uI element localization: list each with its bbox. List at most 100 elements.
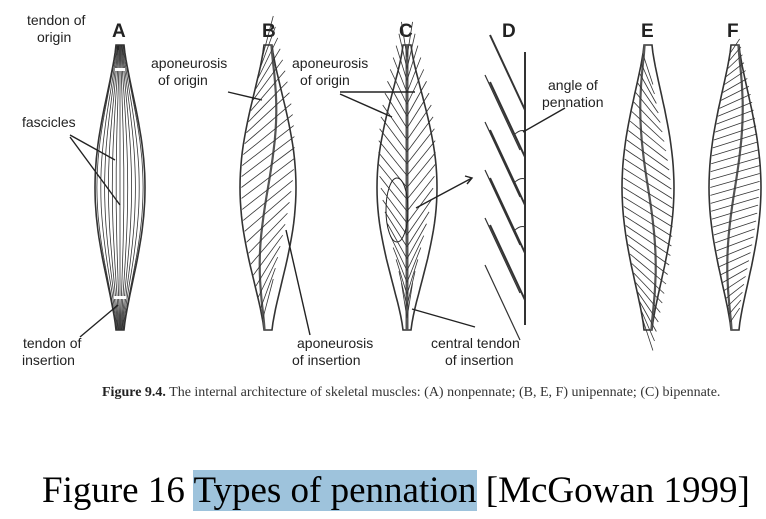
fascicle-line: [243, 180, 293, 221]
fascicle-line: [710, 165, 760, 180]
fascicle-line: [120, 44, 125, 331]
fascicle-line: [123, 44, 144, 331]
fascicle-line: [720, 86, 750, 101]
fascicle-line: [713, 125, 757, 141]
fascicle-line: [406, 176, 435, 212]
panel-label-e: E: [641, 21, 654, 42]
fascicle-line: [406, 33, 416, 69]
fascicle-line: [406, 69, 425, 105]
fascicle-line: [639, 73, 657, 104]
muscle-f-outline: [708, 44, 762, 331]
leader-fascicles: [69, 134, 121, 206]
fiber-line: [484, 169, 521, 246]
fascicle-line: [628, 244, 668, 275]
fiber-line: [489, 224, 526, 301]
panel-label-f: F: [727, 21, 739, 42]
fascicle-line: [392, 247, 408, 283]
fascicle-line: [121, 44, 132, 331]
fascicle-line: [724, 276, 746, 291]
fascicle-line: [637, 82, 659, 114]
fascicle-line: [716, 109, 754, 125]
fascicle-line: [635, 282, 661, 313]
label-tendon-of-insertion-2: insertion: [22, 352, 75, 368]
label-aponeurosis-insertion-2: of insertion: [292, 352, 360, 368]
fascicle-line: [714, 117, 756, 133]
fascicle-line: [401, 21, 408, 57]
muscle-b-outline: [239, 44, 297, 331]
fascicle-line: [115, 44, 120, 331]
fascicle-line: [262, 278, 274, 320]
fascicle-line: [624, 158, 672, 190]
fascicle-line: [122, 44, 140, 331]
fascicle-line: [406, 128, 435, 164]
fascicle-line: [729, 307, 741, 323]
fascicle-line: [122, 44, 136, 331]
fascicle-line: [719, 93, 751, 109]
fascicle-line: [712, 133, 758, 149]
fascicle-line: [406, 271, 416, 307]
fascicle-line: [406, 116, 434, 153]
magnify-arrow: [415, 177, 473, 209]
label-tendon-of-origin-1: tendon of: [27, 12, 85, 28]
fascicle-line: [257, 37, 279, 79]
fascicle-line: [250, 223, 286, 265]
leader-aponeurosis-origin-c: [339, 91, 415, 118]
angle-arc-icon: [513, 178, 526, 184]
fascicle-line: [717, 244, 753, 260]
fascicle-line: [623, 168, 673, 199]
fascicle-line: [728, 299, 742, 315]
fascicle-line: [710, 173, 760, 188]
label-aponeurosis-origin-b-2: of origin: [158, 72, 208, 88]
leader-tendon-insertion: [79, 304, 119, 338]
fascicle-line: [633, 272, 663, 304]
fascicle-line: [628, 130, 668, 161]
fascicle-line: [406, 211, 430, 248]
muscle-e-aponeurosis: [639, 44, 657, 331]
fascicle-line: [96, 44, 117, 331]
fascicle-line: [720, 260, 750, 275]
fascicle-line: [246, 202, 290, 243]
fascicle-line: [711, 204, 759, 220]
fascicle-line: [631, 263, 665, 294]
fascicle-line: [406, 81, 427, 117]
fascicle-line: [711, 141, 759, 157]
arrow-head: [464, 175, 474, 185]
title-prefix: Figure 16: [42, 470, 194, 511]
fascicle-line: [406, 45, 419, 81]
fascicle-line: [722, 268, 748, 283]
fascicle-line: [406, 199, 432, 236]
fascicle-line: [631, 111, 665, 142]
fascicle-line: [387, 81, 408, 117]
muscle-c-outline: [376, 44, 438, 331]
fascicle-line: [401, 283, 408, 319]
label-tendon-of-insertion-1: tendon of: [23, 335, 81, 351]
fascicle-line: [725, 62, 745, 77]
fascicle-line: [260, 26, 276, 68]
fascicle-line: [635, 92, 661, 123]
fascicle-line: [398, 33, 408, 69]
fascicle-line: [725, 284, 745, 299]
fascicle-line: [714, 228, 756, 244]
fascicle-line: [406, 57, 422, 93]
fiber-line: [489, 34, 526, 111]
fascicle-line: [241, 147, 295, 188]
fascicle-line: [623, 177, 673, 209]
fascicle-line: [406, 92, 430, 129]
fascicle-line: [626, 234, 670, 266]
fascicle-line: [248, 212, 288, 254]
fascicle-line: [406, 223, 427, 259]
fascicle-line: [389, 69, 408, 105]
fascicle-line: [382, 104, 408, 141]
fiber-line: [484, 217, 521, 294]
fascicle-line: [712, 212, 758, 228]
fiber-line: [489, 177, 526, 254]
label-aponeurosis-origin-c-2: of origin: [300, 72, 350, 88]
fascicle-line: [722, 78, 748, 93]
fascicle-line: [642, 54, 654, 85]
fascicle-line: [242, 169, 294, 210]
fascicle-line: [710, 181, 760, 196]
fascicle-line: [724, 70, 746, 85]
label-aponeurosis-origin-b-1: aponeurosis: [151, 55, 227, 71]
fascicle-line: [387, 223, 408, 259]
fascicle-line: [626, 139, 670, 171]
